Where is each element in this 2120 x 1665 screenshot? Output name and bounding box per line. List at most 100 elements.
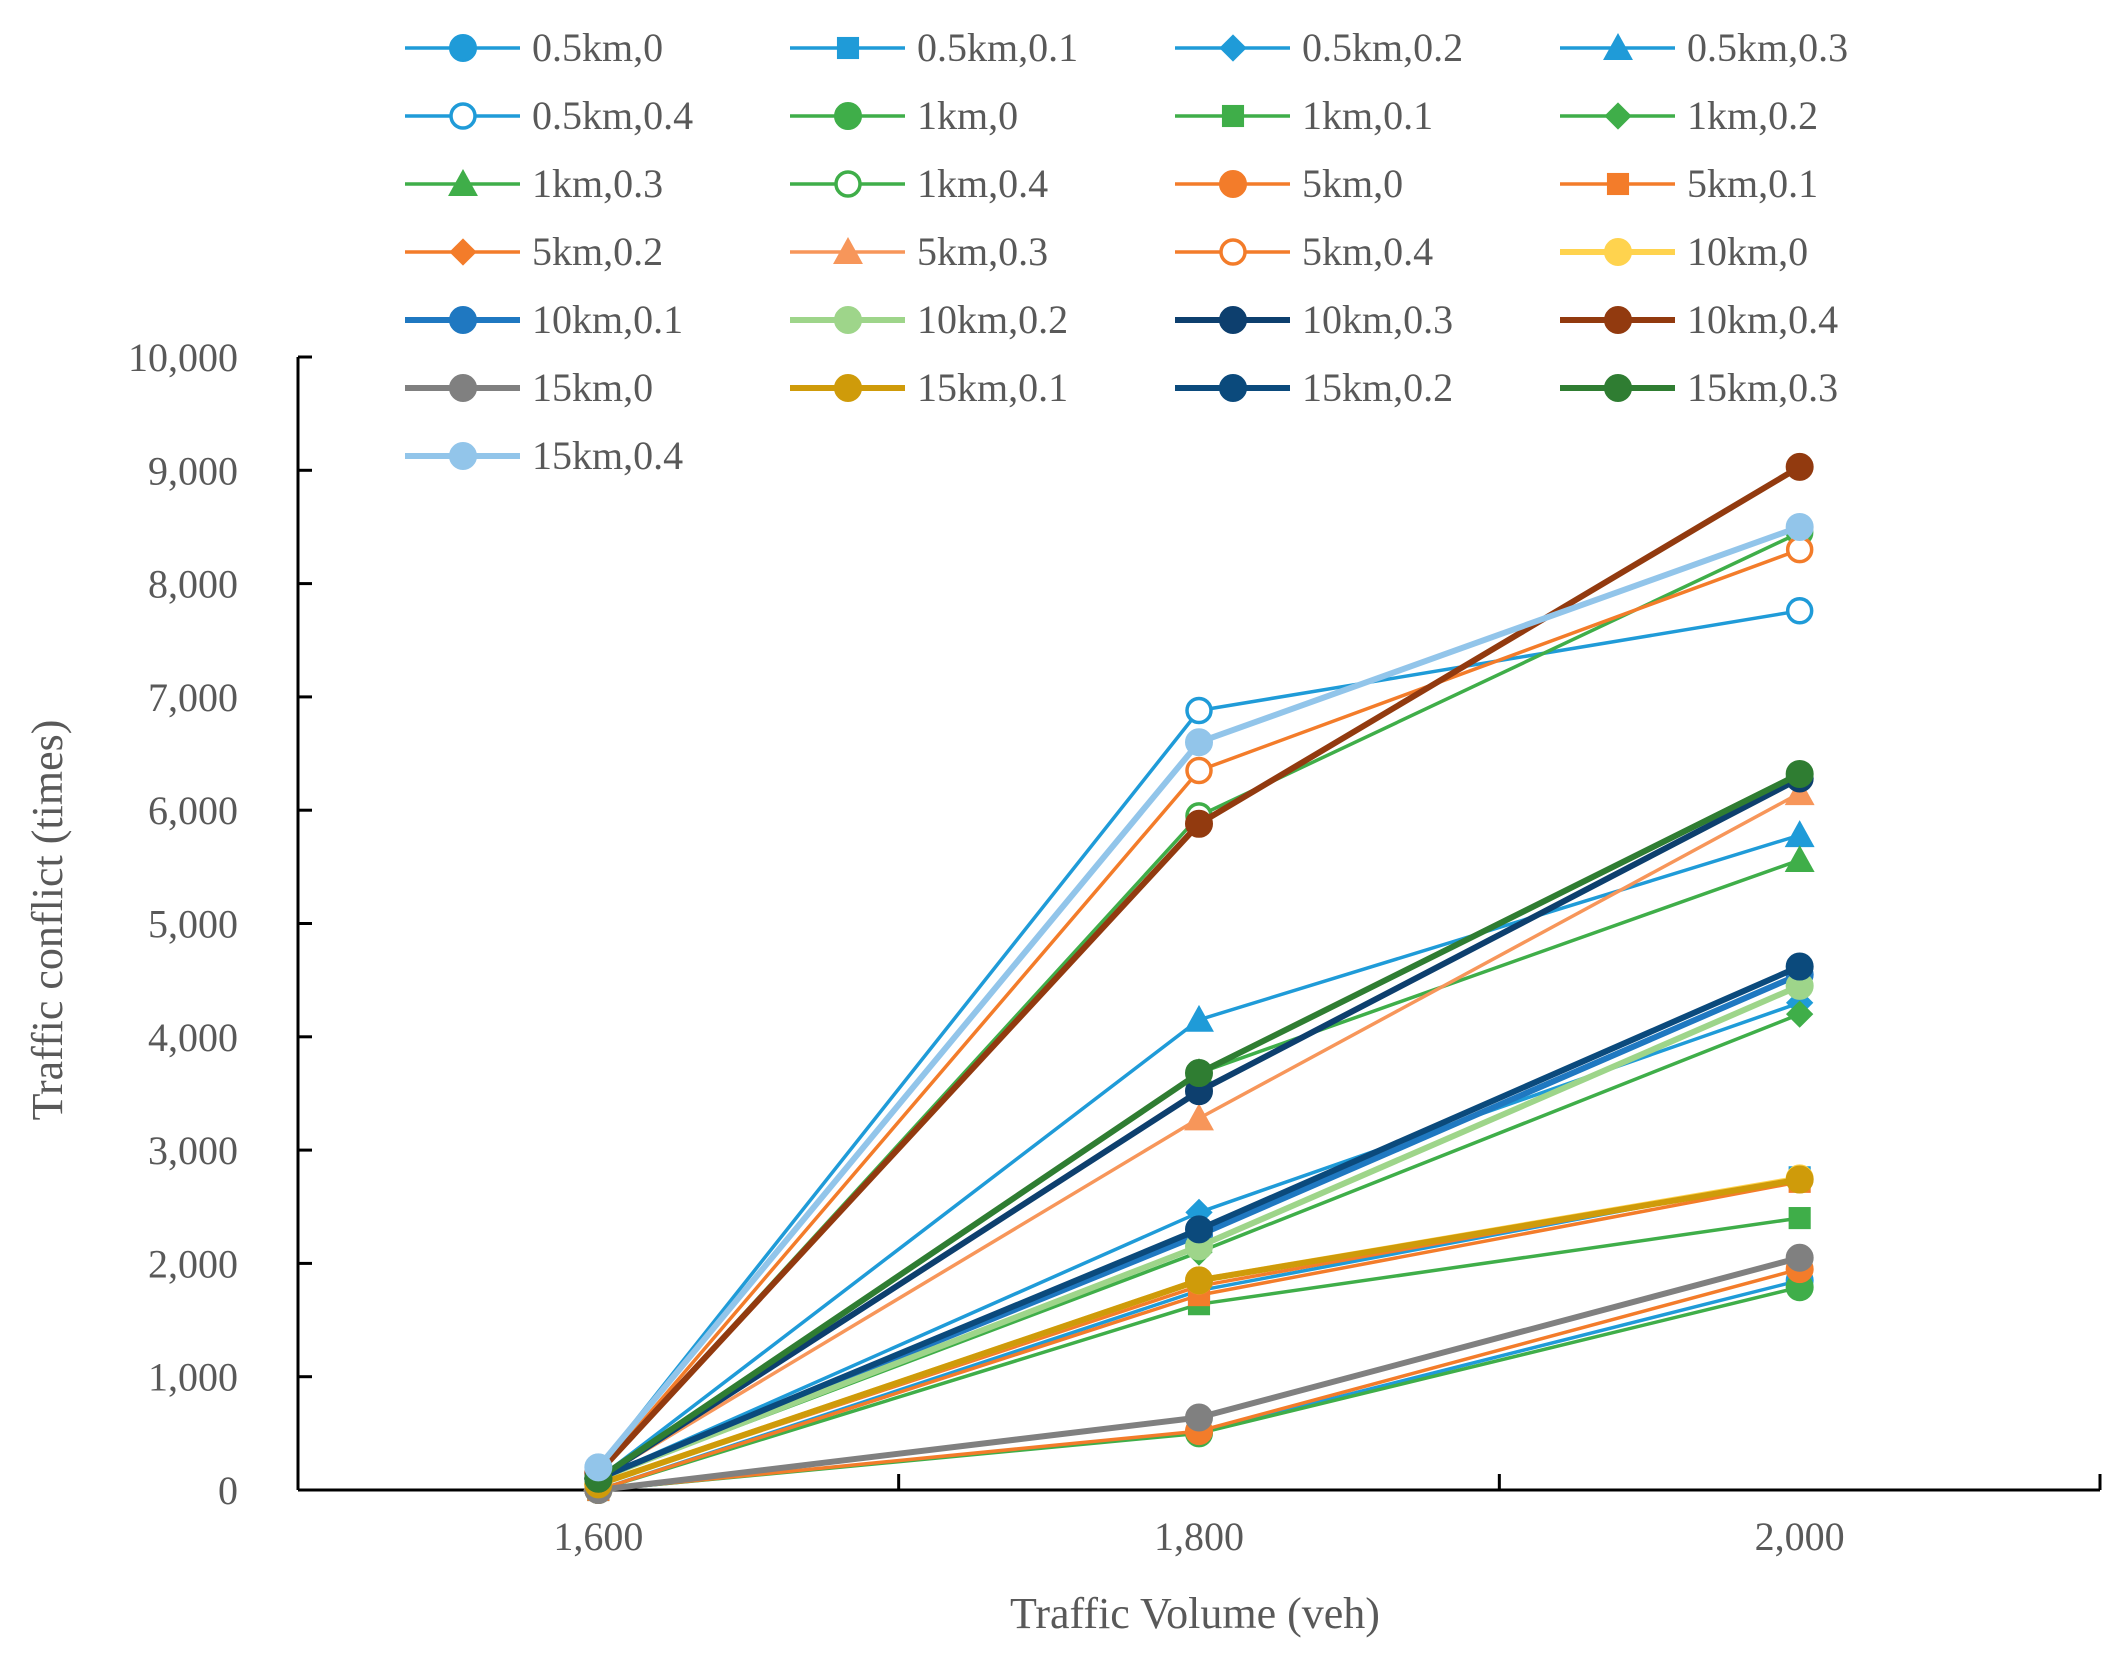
y-axis-title: Traffic conflict (times) bbox=[23, 720, 72, 1121]
series-line bbox=[597, 791, 1801, 1481]
legend-marker bbox=[1219, 170, 1247, 198]
legend-item: 5km,0.4 bbox=[1175, 229, 1433, 274]
chart-axes: 0 1,000 2,000 3,000 4,000 5,000 6,000 7,000 8,00… bbox=[128, 335, 2102, 1559]
series-1km-0-3 bbox=[583, 845, 1815, 1491]
data-point bbox=[1185, 696, 1213, 725]
legend-item: 15km,0.2 bbox=[1175, 365, 1453, 410]
series-1km-0-4 bbox=[584, 518, 1814, 1487]
legend-item: 0.5km,0 bbox=[405, 25, 663, 70]
legend-marker bbox=[1221, 104, 1245, 128]
legend-marker bbox=[834, 170, 862, 198]
legend-marker bbox=[449, 306, 477, 334]
data-point bbox=[1784, 845, 1815, 873]
data-point bbox=[584, 1453, 613, 1482]
legend-marker bbox=[449, 374, 477, 402]
data-point bbox=[1185, 1059, 1213, 1088]
legend-label: 0.5km,0.3 bbox=[1687, 25, 1848, 70]
legend-label: 15km,0.4 bbox=[532, 433, 683, 478]
legend-item: 10km,0.1 bbox=[405, 297, 683, 342]
y-tick-label: 4,000 bbox=[148, 1015, 238, 1060]
legend-item: 0.5km,0.1 bbox=[790, 25, 1078, 70]
legend-label: 10km,0 bbox=[1687, 229, 1808, 274]
legend-item: 15km,0.3 bbox=[1560, 365, 1838, 410]
legend-item: 10km,0.3 bbox=[1175, 297, 1453, 342]
legend-marker bbox=[449, 34, 477, 62]
legend-label: 10km,0.3 bbox=[1302, 297, 1453, 342]
legend-item: 10km,0.2 bbox=[790, 297, 1068, 342]
data-point bbox=[1784, 820, 1815, 848]
legend-item: 5km,0 bbox=[1175, 161, 1403, 206]
legend-label: 1km,0.2 bbox=[1687, 93, 1818, 138]
legend-item: 0.5km,0.2 bbox=[1175, 25, 1463, 70]
legend-marker bbox=[834, 306, 862, 334]
legend-marker bbox=[448, 169, 478, 196]
x-tick-label: 2,000 bbox=[1755, 1514, 1845, 1559]
legend-marker bbox=[1604, 306, 1632, 334]
series-15km-0-3 bbox=[584, 759, 1814, 1493]
y-tick-label: 3,000 bbox=[148, 1128, 238, 1173]
legend-label: 10km,0.2 bbox=[917, 297, 1068, 342]
legend-label: 0.5km,0.1 bbox=[917, 25, 1078, 70]
legend-item: 5km,0.1 bbox=[1560, 161, 1818, 206]
legend-item: 1km,0 bbox=[790, 93, 1018, 138]
legend-label: 5km,0.3 bbox=[917, 229, 1048, 274]
y-tick-label: 1,000 bbox=[148, 1355, 238, 1400]
legend-marker bbox=[449, 238, 477, 266]
x-axis-title: Traffic Volume (veh) bbox=[1010, 1589, 1380, 1638]
legend-item: 15km,0.4 bbox=[405, 433, 683, 478]
y-tick-label: 0 bbox=[218, 1468, 238, 1513]
legend-label: 5km,0.2 bbox=[532, 229, 663, 274]
data-point bbox=[1785, 597, 1814, 625]
legend-label: 15km,0 bbox=[532, 365, 653, 410]
legend-label: 5km,0 bbox=[1302, 161, 1403, 206]
legend-label: 1km,0 bbox=[917, 93, 1018, 138]
legend-label: 0.5km,0 bbox=[532, 25, 663, 70]
legend-marker bbox=[833, 237, 863, 264]
legend-item: 1km,0.1 bbox=[1175, 93, 1433, 138]
legend-item: 15km,0.1 bbox=[790, 365, 1068, 410]
legend-marker bbox=[834, 374, 862, 402]
legend-label: 5km,0.4 bbox=[1302, 229, 1433, 274]
legend-marker bbox=[1606, 172, 1630, 196]
data-point bbox=[1185, 1266, 1213, 1295]
legend-item: 15km,0 bbox=[405, 365, 653, 410]
legend-label: 10km,0.4 bbox=[1687, 297, 1838, 342]
legend-marker bbox=[1219, 34, 1247, 62]
legend-label: 15km,0.1 bbox=[917, 365, 1068, 410]
data-point bbox=[1785, 759, 1814, 788]
legend-item: 1km,0.3 bbox=[405, 161, 663, 206]
series-10km-0-4 bbox=[584, 452, 1814, 1488]
data-point bbox=[1785, 535, 1814, 564]
legend-item: 10km,0.4 bbox=[1560, 297, 1838, 342]
legend-marker bbox=[1219, 238, 1247, 266]
series-line bbox=[597, 858, 1801, 1481]
legend-item: 0.5km,0.4 bbox=[405, 93, 693, 138]
data-point bbox=[1184, 1004, 1214, 1032]
legend-marker bbox=[449, 102, 477, 130]
y-tick-label: 8,000 bbox=[148, 562, 238, 607]
legend-marker bbox=[1219, 306, 1247, 334]
chart-legend: 0.5km,0 0.5km,0.1 0.5km,0.2 0.5km,0.3 0.5km,… bbox=[405, 25, 1848, 478]
x-tick-label: 1,600 bbox=[553, 1514, 643, 1559]
y-tick-label: 5,000 bbox=[148, 902, 238, 947]
legend-item: 5km,0.2 bbox=[405, 229, 663, 274]
series-15km-0-1 bbox=[584, 1165, 1814, 1499]
data-point bbox=[1184, 1103, 1214, 1131]
legend-label: 0.5km,0.4 bbox=[532, 93, 693, 138]
legend-marker bbox=[834, 102, 862, 130]
data-point bbox=[1785, 952, 1814, 981]
y-tick-label: 9,000 bbox=[148, 448, 238, 493]
legend-label: 15km,0.2 bbox=[1302, 365, 1453, 410]
legend-item: 1km,0.4 bbox=[790, 161, 1048, 206]
y-tick-label: 6,000 bbox=[148, 788, 238, 833]
chart-series bbox=[583, 452, 1815, 1504]
y-tick-label: 10,000 bbox=[128, 335, 238, 380]
legend-marker bbox=[449, 442, 477, 470]
legend-marker bbox=[836, 36, 860, 60]
series-15km-0-4 bbox=[584, 512, 1814, 1482]
data-point bbox=[1785, 1243, 1814, 1272]
data-point bbox=[1185, 1403, 1213, 1432]
legend-label: 15km,0.3 bbox=[1687, 365, 1838, 410]
legend-label: 10km,0.1 bbox=[532, 297, 683, 342]
legend-item: 5km,0.3 bbox=[790, 229, 1048, 274]
